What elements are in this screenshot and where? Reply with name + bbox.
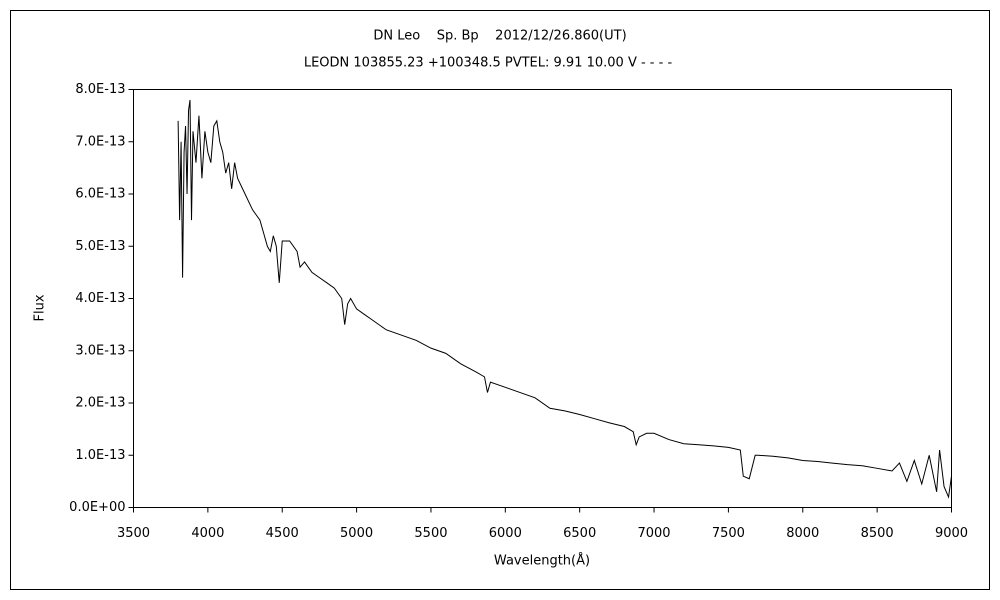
y-axis-label: Flux — [33, 294, 48, 321]
x-tick-label: 5000 — [340, 526, 373, 541]
y-tick-label: 1.0E-13 — [75, 448, 125, 463]
x-tick-label: 4500 — [266, 526, 299, 541]
x-tick-label: 6000 — [489, 526, 522, 541]
chart-border — [10, 10, 990, 590]
x-tick-label: 8000 — [786, 526, 819, 541]
y-tick-label: 5.0E-13 — [75, 239, 125, 254]
x-tick-label: 5500 — [414, 526, 447, 541]
x-tick-label: 7500 — [712, 526, 745, 541]
chart-title: DN Leo Sp. Bp 2012/12/26.860(UT) — [373, 29, 626, 44]
x-tick-label: 7000 — [637, 526, 670, 541]
y-tick-label: 4.0E-13 — [75, 291, 125, 306]
spectrum-line — [177, 99, 952, 499]
y-tick-label: 0.0E+00 — [69, 500, 125, 515]
y-tick-label: 8.0E-13 — [75, 82, 125, 97]
x-tick-label: 4000 — [191, 526, 224, 541]
x-tick-label: 6500 — [563, 526, 596, 541]
y-tick-label: 2.0E-13 — [75, 396, 125, 411]
y-tick-label: 7.0E-13 — [75, 134, 125, 149]
x-tick-label: 9000 — [935, 526, 968, 541]
y-tick-label: 3.0E-13 — [75, 343, 125, 358]
x-tick-label: 8500 — [861, 526, 894, 541]
chart-subtitle: LEODN 103855.23 +100348.5 PVTEL: 9.91 10… — [304, 56, 673, 71]
x-tick-label: 3500 — [117, 526, 150, 541]
y-tick-label: 6.0E-13 — [75, 187, 125, 202]
x-axis-label: Wavelength(Å) — [494, 553, 590, 569]
